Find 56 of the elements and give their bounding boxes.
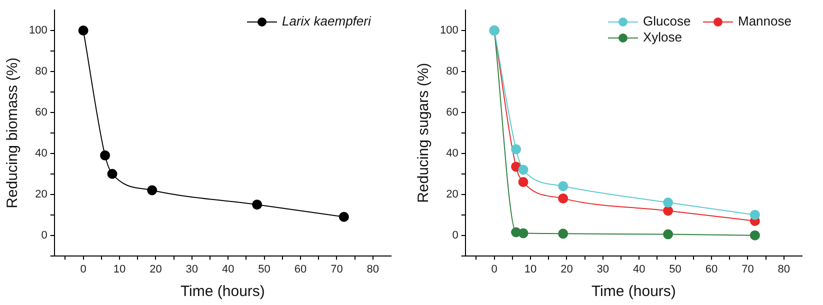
legend-label: Mannose (738, 14, 792, 29)
point (518, 177, 528, 188)
point (558, 181, 568, 192)
x-tick-label: 30 (596, 263, 610, 276)
x-tick-label: 10 (524, 263, 537, 276)
x-tick-label: 60 (294, 263, 307, 276)
y-tick-label: 80 (35, 65, 48, 78)
point (663, 198, 674, 208)
legend-label: Glucose (643, 14, 691, 29)
y-tick-label: 80 (446, 65, 458, 78)
point (511, 144, 522, 154)
x-axis-title: Time (hours) (591, 283, 676, 300)
x-tick-label: 50 (258, 263, 270, 276)
x-tick-label: 80 (366, 263, 380, 276)
x-tick-label: 20 (560, 263, 573, 276)
point (100, 150, 110, 160)
x-tick-label: 40 (632, 263, 646, 276)
y-tick-label: 40 (446, 147, 458, 160)
y-tick-label: 60 (446, 106, 458, 118)
point (338, 212, 349, 222)
point (78, 25, 88, 36)
y-tick-label: 40 (35, 147, 48, 160)
x-axis-title: Time (hours) (180, 283, 265, 300)
x-tick-label: 20 (150, 263, 162, 276)
y-tick-label: 0 (41, 229, 48, 242)
legend-label: Xylose (643, 30, 682, 45)
point (518, 228, 528, 238)
x-tick-label: 0 (491, 263, 498, 276)
x-tick-label: 10 (113, 263, 126, 276)
point (147, 185, 158, 196)
x-tick-label: 60 (705, 263, 718, 276)
y-axis-title: Reducing sugars (%) (415, 62, 432, 203)
y-tick-label: 100 (440, 24, 458, 37)
y-tick-label: 0 (452, 229, 458, 242)
x-tick-label: 40 (222, 263, 234, 276)
point (107, 168, 118, 179)
y-tick-label: 60 (35, 106, 48, 118)
y-axis-title: Reducing biomass (%) (4, 57, 22, 208)
legend-label: Larix kaempferi (282, 14, 372, 29)
point (750, 210, 760, 220)
x-tick-label: 50 (669, 263, 682, 276)
x-tick-label: 0 (80, 263, 86, 276)
x-tick-label: 80 (778, 263, 790, 276)
x-tick-label: 70 (742, 263, 754, 276)
point (558, 193, 568, 204)
point (252, 200, 262, 210)
point (663, 206, 674, 216)
y-tick-label: 20 (446, 188, 458, 200)
point (558, 228, 568, 239)
x-tick-label: 30 (186, 263, 198, 276)
point (750, 230, 760, 240)
y-tick-label: 20 (35, 188, 48, 200)
y-tick-label: 100 (28, 24, 48, 37)
point (518, 164, 528, 175)
point (663, 229, 674, 240)
x-tick-label: 70 (330, 263, 343, 276)
